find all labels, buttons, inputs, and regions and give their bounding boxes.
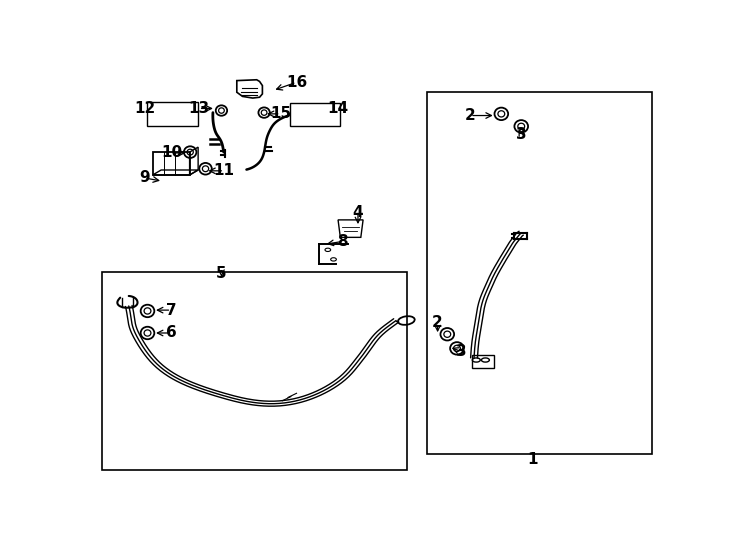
Text: 16: 16 xyxy=(286,75,307,90)
Text: 10: 10 xyxy=(161,145,182,160)
Bar xyxy=(102,272,407,470)
Bar xyxy=(290,103,340,126)
Text: 11: 11 xyxy=(214,163,235,178)
Text: 7: 7 xyxy=(166,302,177,318)
Text: 4: 4 xyxy=(352,205,363,220)
Bar xyxy=(153,152,189,175)
Text: 2: 2 xyxy=(432,315,443,330)
Text: 3: 3 xyxy=(516,127,526,141)
Text: 12: 12 xyxy=(134,101,156,116)
Text: 9: 9 xyxy=(139,171,150,185)
Text: 5: 5 xyxy=(216,266,227,281)
Text: 8: 8 xyxy=(337,234,347,249)
Bar xyxy=(148,102,197,126)
Text: 1: 1 xyxy=(527,453,538,467)
Text: 3: 3 xyxy=(457,344,467,359)
Text: 2: 2 xyxy=(465,108,476,123)
Bar xyxy=(472,355,495,368)
Text: 15: 15 xyxy=(270,106,291,122)
Text: 14: 14 xyxy=(327,101,348,116)
Text: 6: 6 xyxy=(166,326,177,341)
Bar xyxy=(427,92,652,454)
Text: 13: 13 xyxy=(188,101,209,116)
